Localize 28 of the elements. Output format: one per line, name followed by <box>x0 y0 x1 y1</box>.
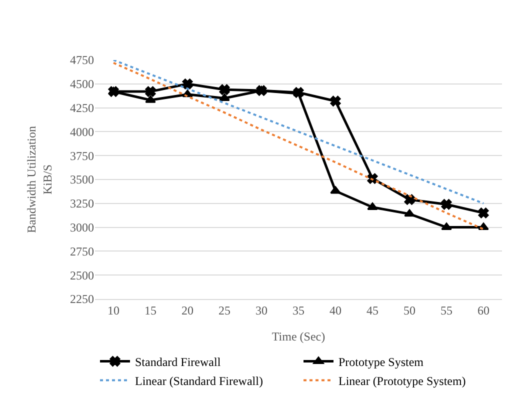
x-tick-label: 20 <box>182 303 194 318</box>
y-tick-label: 3500 <box>70 172 94 187</box>
y-tick-label: 4750 <box>70 53 94 68</box>
x-tick-label: 45 <box>366 303 378 318</box>
x-tick-label: 25 <box>218 303 230 318</box>
y-tick-label: 2250 <box>70 292 94 306</box>
x-tick-label: 35 <box>292 303 304 318</box>
x-tick-label: 50 <box>404 303 416 318</box>
legend-label: Standard Firewall <box>135 354 222 369</box>
legend-label: Prototype System <box>338 354 424 369</box>
y-tick-label: 3250 <box>70 196 94 211</box>
y-tick-label: 4500 <box>70 77 94 92</box>
y-tick-label: 2500 <box>70 268 94 282</box>
x-tick-label: 60 <box>478 303 490 318</box>
y-tick-label: 3750 <box>70 148 94 163</box>
x-tick-label: 55 <box>440 303 452 318</box>
y-tick-label: 2750 <box>70 244 94 258</box>
x-tick-label: 15 <box>144 303 156 318</box>
x-tick-label: 40 <box>330 303 342 318</box>
y-tick-label: 4250 <box>70 101 94 115</box>
y-tick-label: 4000 <box>70 124 94 139</box>
legend-label: Linear (Standard Firewall) <box>135 374 263 388</box>
y-tick-label: 3000 <box>70 220 94 234</box>
y-axis-title: Bandwidth Utilization KiB/S <box>24 126 54 233</box>
legend-label: Linear (Prototype System) <box>338 374 466 388</box>
x-axis-title: Time (Sec) <box>272 329 326 344</box>
x-tick-label: 30 <box>256 303 268 318</box>
x-tick-label: 10 <box>108 303 120 318</box>
